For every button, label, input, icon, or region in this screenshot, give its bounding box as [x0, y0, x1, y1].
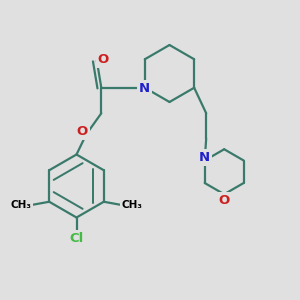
Text: CH₃: CH₃: [10, 200, 31, 210]
Text: O: O: [219, 194, 230, 207]
Text: N: N: [199, 151, 210, 164]
Text: CH₃: CH₃: [122, 200, 143, 210]
Text: O: O: [76, 125, 87, 138]
Text: O: O: [98, 53, 109, 66]
Text: N: N: [139, 82, 150, 95]
Text: Cl: Cl: [69, 232, 84, 245]
